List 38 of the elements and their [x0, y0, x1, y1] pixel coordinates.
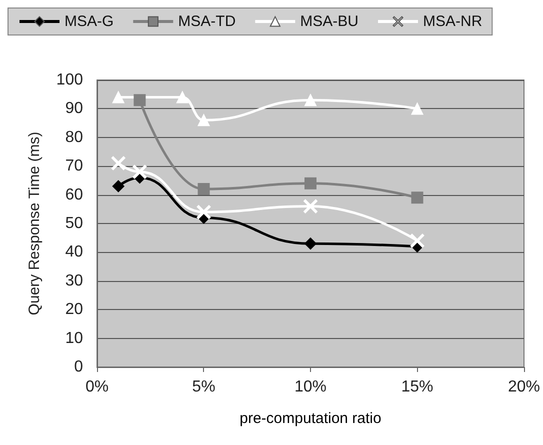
x-tick-label: 20% — [508, 378, 540, 396]
point — [410, 234, 424, 248]
point — [411, 102, 424, 115]
x-tick-label: 0% — [85, 378, 109, 396]
point — [304, 177, 316, 190]
y-tick-label: 50 — [65, 215, 84, 232]
y-tick-label: 100 — [56, 72, 84, 88]
point — [196, 205, 211, 220]
x-tick-label: 5% — [192, 378, 216, 396]
x-axis-title: pre-computation ratio — [240, 410, 382, 427]
point — [112, 91, 124, 104]
point — [304, 94, 316, 106]
y-tick-label: 40 — [65, 244, 84, 261]
point — [111, 156, 126, 170]
point — [198, 183, 210, 196]
y-tick-label: 30 — [65, 272, 84, 290]
y-tick-label: 90 — [65, 100, 84, 118]
y-tick-label: 60 — [65, 186, 84, 204]
point — [132, 164, 147, 179]
y-tick-label: 70 — [65, 158, 84, 175]
point — [198, 114, 210, 126]
legend-label: MSA-TD — [178, 13, 236, 30]
point — [304, 238, 316, 250]
legend-label: MSA-BU — [300, 13, 359, 30]
point — [176, 91, 188, 104]
legend-label: MSA-G — [64, 13, 114, 30]
point — [411, 192, 424, 204]
point — [134, 94, 146, 106]
x-tick-label: 10% — [294, 378, 327, 396]
y-tick-label: 80 — [65, 128, 84, 146]
point — [303, 199, 318, 214]
y-tick-label: 10 — [65, 330, 84, 347]
y-tick-label: 0 — [74, 358, 84, 376]
point — [112, 180, 124, 192]
x-tick-label: 15% — [401, 378, 434, 396]
y-axis-title: Query Response Time (ms) — [26, 132, 43, 316]
y-tick-label: 20 — [65, 301, 84, 318]
legend-label: MSA-NR — [423, 13, 482, 30]
